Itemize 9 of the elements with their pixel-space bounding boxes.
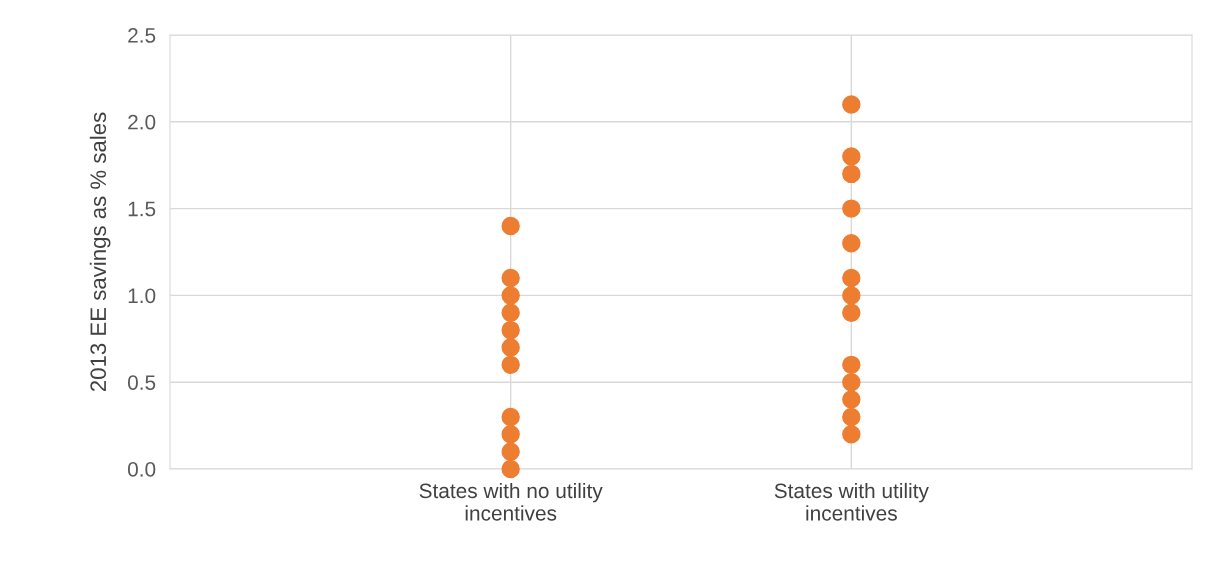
y-tick-label: 2.5 bbox=[128, 28, 156, 43]
y-tick-label: 1.5 bbox=[128, 201, 156, 217]
y-tick-label: 0.5 bbox=[127, 375, 156, 390]
y-tick-label: 1.0 bbox=[128, 288, 156, 304]
y-tick-label: 0.0 bbox=[127, 462, 156, 477]
y-axis-title: 2013 EE savings as % sales bbox=[89, 112, 111, 392]
x-tick-label: States with no utility incentives bbox=[419, 482, 603, 521]
x-tick-label: States with utility incentives bbox=[774, 482, 929, 521]
y-tick-label: 2.0 bbox=[128, 114, 156, 130]
